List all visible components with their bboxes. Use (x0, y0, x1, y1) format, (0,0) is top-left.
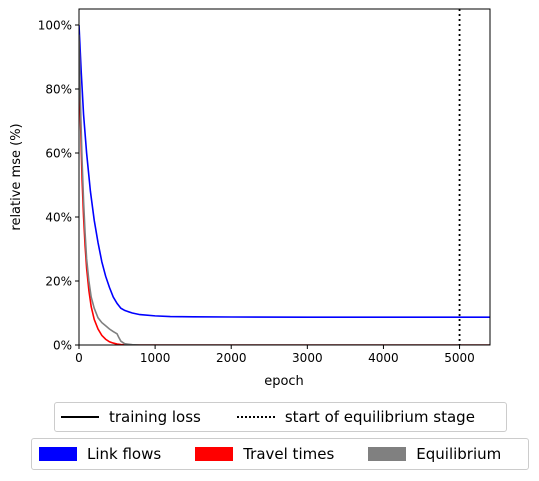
legend-item-equilibrium: Equilibrium (368, 445, 501, 463)
chart: 0 1000 2000 3000 4000 5000 0% 20% 40% 60% 80% 100%… (9, 8, 491, 389)
color-patch-icon (195, 447, 234, 461)
y-tick-label: 60% (45, 147, 72, 161)
y-tick-label: 0% (53, 339, 72, 353)
plot-area (79, 9, 490, 345)
legend-item-link-flows: Link flows (39, 445, 161, 463)
legend-item-training-loss: training loss (61, 408, 201, 426)
legend-label: Link flows (87, 445, 162, 463)
y-tick-label: 100% (38, 19, 72, 33)
axes-frame (78, 8, 491, 346)
dotted-line-icon (236, 416, 275, 418)
color-patch-icon (368, 447, 407, 461)
solid-line-icon (61, 416, 99, 418)
legend-patches: Link flows Travel times Equilibrium (31, 438, 529, 470)
x-tick-label: 1000 (140, 351, 171, 365)
legend-label: training loss (109, 408, 201, 426)
legend-label: Travel times (243, 445, 335, 463)
x-tick-label: 2000 (216, 351, 247, 365)
legend-label: start of equilibrium stage (284, 408, 475, 426)
legend-item-travel-times: Travel times (195, 445, 334, 463)
legend-item-equilibrium-start: start of equilibrium stage (236, 408, 475, 426)
x-tick-label: 5000 (444, 351, 475, 365)
x-tick-label: 3000 (292, 351, 323, 365)
y-axis: 0% 20% 40% 60% 80% 100% (38, 19, 79, 353)
series-line-travel-times (79, 40, 490, 345)
color-patch-icon (39, 447, 77, 461)
series-line-equilibrium (79, 34, 490, 345)
y-tick-label: 20% (45, 275, 72, 289)
x-axis-label: epoch (264, 374, 304, 389)
x-tick-label: 0 (75, 351, 83, 365)
legend-label: Equilibrium (416, 445, 502, 463)
series-line-link-flows (79, 24, 490, 318)
y-axis-label: relative mse (%) (9, 123, 24, 230)
x-tick-label: 4000 (368, 351, 399, 365)
x-axis: 0 1000 2000 3000 4000 5000 (75, 345, 475, 365)
legend-lines: training loss start of equilibrium stage (54, 402, 507, 432)
y-tick-label: 40% (45, 211, 72, 225)
y-tick-label: 80% (45, 83, 72, 97)
